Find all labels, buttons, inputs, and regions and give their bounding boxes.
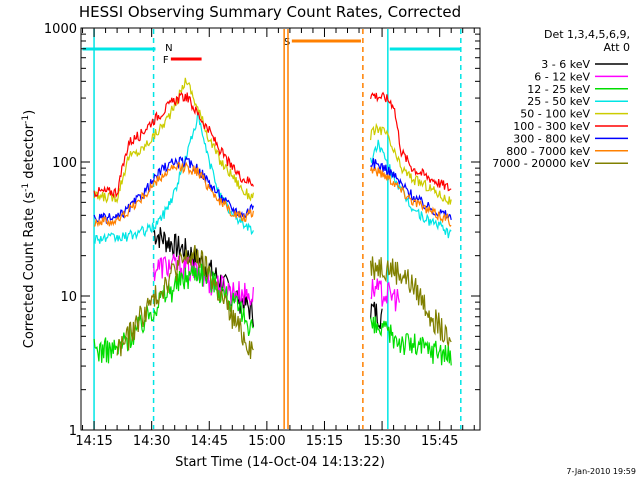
series-line-late — [370, 316, 452, 366]
y-axis-label: Corrected Count Rate (s-1 detector-1) — [21, 110, 37, 348]
y-tick-label: 1 — [69, 424, 77, 439]
legend-label: 12 - 25 keV — [527, 83, 590, 96]
flag-bars: NF S — [82, 37, 461, 66]
series-line-late — [370, 278, 400, 312]
x-tick-label: 15:00 — [248, 434, 285, 449]
chart-title: HESSI Observing Summary Count Rates, Cor… — [79, 3, 461, 21]
y-tick-label: 100 — [52, 156, 77, 171]
y-tick-label: 10 — [60, 290, 77, 305]
x-axis-label: Start Time (14-Oct-04 14:13:22) — [175, 455, 385, 470]
series-50-100keV — [93, 77, 452, 205]
x-tick-label: 14:15 — [75, 434, 112, 449]
plot-frame — [80, 27, 481, 431]
legend-label: 25 - 50 keV — [527, 95, 590, 108]
mode-lines — [93, 29, 462, 429]
series-25-50keV — [93, 111, 452, 245]
legend-label: 300 - 800 keV — [513, 132, 590, 145]
flag-label: N — [165, 43, 172, 54]
series-7000-20000keV — [116, 244, 452, 360]
series-line-late — [370, 301, 383, 330]
series-line-late — [370, 256, 452, 347]
series-line — [93, 111, 254, 245]
x-tick-label: 15:15 — [306, 434, 343, 449]
x-tick-label: 15:45 — [421, 434, 458, 449]
series-line — [153, 253, 254, 306]
series-line — [93, 91, 254, 199]
series-line-late — [370, 91, 452, 192]
legend-label: 7000 - 20000 keV — [492, 157, 590, 170]
legend-header-attenuator: Att 0 — [604, 41, 630, 54]
series-line — [116, 244, 254, 360]
y-tick-label: 1000 — [44, 22, 77, 37]
series-line-late — [370, 122, 452, 205]
series-6-12keV — [153, 253, 400, 312]
legend-label: 800 - 7000 keV — [506, 145, 590, 158]
x-tick-label: 14:45 — [191, 434, 228, 449]
legend-label: 100 - 300 keV — [513, 120, 590, 133]
series-layer — [93, 77, 452, 366]
series-line-late — [370, 166, 452, 228]
series-line — [93, 161, 254, 228]
series-line — [93, 263, 254, 364]
legend-label: 3 - 6 keV — [541, 58, 590, 71]
series-800-7000keV — [93, 161, 452, 228]
series-line-late — [370, 139, 452, 239]
legend-label: 6 - 12 keV — [534, 70, 590, 83]
series-line — [93, 77, 254, 204]
x-tick-label: 14:30 — [133, 434, 170, 449]
series-300-800keV — [93, 156, 452, 224]
axis-ticks: 1 10 100 1000 14:15 14:30 14:45 15:00 15:15 15:30… — [44, 22, 480, 449]
series-100-300keV — [93, 91, 452, 199]
legend-header-detectors: Det 1,3,4,5,6,9, — [544, 28, 630, 41]
legend-label: 50 - 100 keV — [520, 108, 590, 121]
timestamp: 7-Jan-2010 19:59 — [566, 467, 636, 476]
series-12-25keV — [93, 263, 452, 366]
flag-label: F — [163, 55, 169, 66]
flag-label: S — [284, 37, 290, 48]
x-tick-label: 15:30 — [363, 434, 400, 449]
